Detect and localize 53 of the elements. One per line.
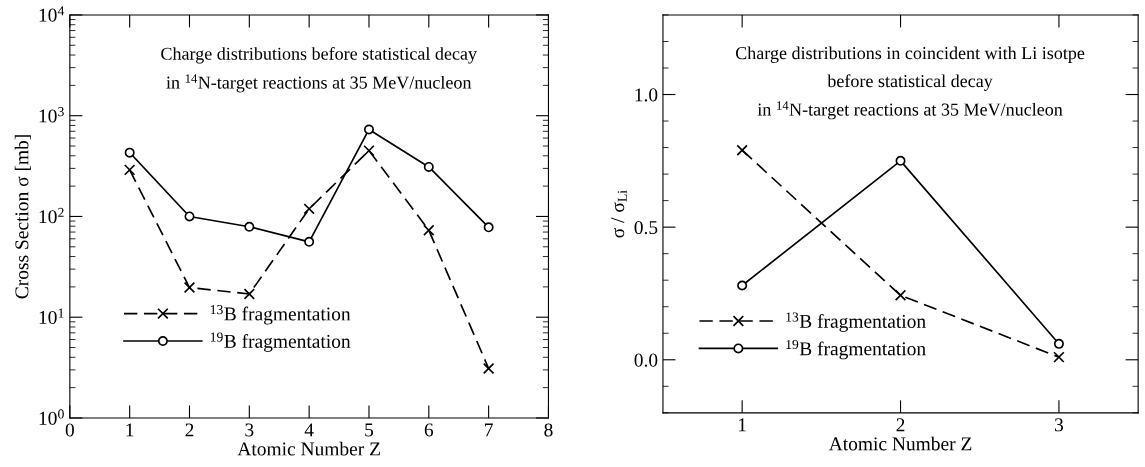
x-axis-title: Atomic Number Z xyxy=(237,441,380,456)
point xyxy=(244,221,255,232)
x-tick-label: 8 xyxy=(544,423,553,437)
point xyxy=(482,362,495,375)
legend-label: $^{13}$B fragmentation xyxy=(786,312,926,332)
y-axis-title: Cross Section σ [mb] xyxy=(14,135,31,299)
x-tick-label: 4 xyxy=(304,423,314,437)
point xyxy=(483,222,494,233)
y-tick-label: 1.0 xyxy=(635,88,658,102)
point xyxy=(894,289,907,302)
annotation: Charge distributions before statistical decay xyxy=(161,46,477,64)
point xyxy=(363,144,375,157)
point xyxy=(1053,338,1064,349)
x-tick-label: 2 xyxy=(896,418,905,432)
y-tick-label: 0.5 xyxy=(634,220,658,235)
x-tick-label: 0 xyxy=(65,423,74,437)
point xyxy=(184,211,195,222)
point xyxy=(123,164,136,176)
annotation: in $^{14}$N-target reactions at 35 MeV/nucleon xyxy=(757,101,1063,120)
y-tick-label: 10$^{2}$ xyxy=(39,207,64,224)
point xyxy=(423,161,434,172)
point xyxy=(423,224,435,236)
point xyxy=(1053,351,1065,363)
x-tick-label: 5 xyxy=(365,423,374,437)
x-tick-label: 3 xyxy=(1055,418,1064,432)
annotation: in $^{14}$N-target reactions at 35 MeV/nucleon xyxy=(166,74,472,93)
point xyxy=(737,280,748,291)
point xyxy=(363,124,374,135)
x-tick-label: 1 xyxy=(739,418,746,432)
point xyxy=(304,236,315,247)
y-tick-label: 10$^{0}$ xyxy=(39,409,64,425)
y-tick-label: 0.0 xyxy=(634,353,658,367)
y-tick-label: 10$^{3}$ xyxy=(39,107,64,123)
point xyxy=(736,144,748,156)
x-tick-label: 2 xyxy=(185,423,194,437)
point xyxy=(183,281,196,294)
legend-label: $^{19}$B fragmentation xyxy=(786,339,926,360)
x-tick-label: 1 xyxy=(126,423,134,437)
y-tick-label: 10$^{1}$ xyxy=(39,308,64,325)
annotation: before statistical decay xyxy=(827,74,993,91)
y-tick-label: 10$^{4}$ xyxy=(39,6,65,22)
legend-label: $^{19}$B fragmentation xyxy=(210,332,351,352)
y-axis-title: σ / σ$_{Li}$ xyxy=(611,190,627,238)
x-tick-label: 7 xyxy=(485,423,493,437)
annotation: Charge distributions in coincident with Li isotpe xyxy=(735,46,1085,63)
x-tick-label: 6 xyxy=(424,423,434,437)
x-axis-title: Atomic Number Z xyxy=(828,436,972,451)
point xyxy=(243,288,256,300)
point xyxy=(124,147,135,158)
x-tick-label: 3 xyxy=(245,423,254,437)
point xyxy=(895,155,906,166)
point xyxy=(303,203,315,215)
legend-label: $^{13}$B fragmentation xyxy=(210,305,351,325)
